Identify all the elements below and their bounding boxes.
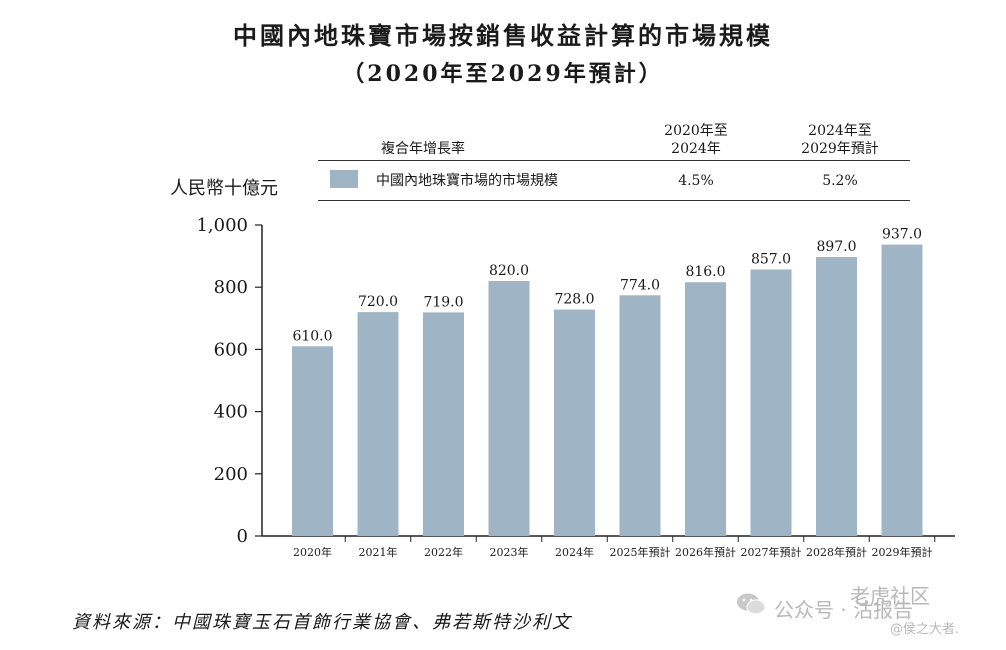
x-tick-label: 2028年預計: [806, 545, 867, 559]
bar-value-label: 720.0: [358, 294, 398, 310]
y-tick-label: 1,000: [196, 215, 248, 236]
x-tick-label: 2021年: [359, 545, 398, 559]
x-tick-label: 2025年預計: [610, 545, 671, 559]
watermark: 公众号 · 沽报告 老虎社区 @侯之大者.: [732, 580, 1002, 642]
cagr-header: 複合年增長率: [381, 141, 465, 157]
bar: [685, 282, 726, 536]
cagr-col1-header-line1: 2020年至: [664, 123, 728, 139]
watermark-sub-text: @侯之大者.: [890, 622, 960, 637]
bar: [357, 312, 399, 536]
y-tick-label: 600: [214, 339, 248, 360]
bar-value-label: 897.0: [816, 239, 856, 255]
watermark-side-text: 老虎社区: [850, 584, 930, 608]
bar: [619, 295, 661, 536]
bar-value-label: 774.0: [620, 277, 660, 293]
cagr-col2-value: 5.2%: [822, 173, 858, 189]
source-note: 資料來源：中國珠寶玉石首飾行業協會、弗若斯特沙利文: [72, 612, 572, 633]
bar-value-label: 857.0: [751, 251, 791, 267]
x-tick-label: 2029年預計: [872, 545, 933, 559]
bar: [423, 312, 464, 536]
y-tick-label: 0: [237, 526, 248, 547]
bar-value-label: 728.0: [554, 292, 594, 308]
bar: [816, 257, 857, 536]
legend-table-divider: [318, 160, 910, 161]
cagr-col2-header: 2024年至 2029年預計: [780, 122, 900, 158]
chart-title: 中國內地珠寶市場按銷售收益計算的市場規模: [233, 21, 773, 50]
x-tick-label: 2023年: [490, 545, 529, 559]
legend-table: 複合年增長率 2020年至 2024年 2024年至 2029年預計 中國內地珠…: [318, 118, 910, 202]
watermark-text: 公众号 · 沽报告: [774, 598, 914, 622]
y-tick-label: 800: [214, 277, 248, 298]
bar: [554, 309, 595, 536]
bar-value-label: 719.0: [423, 294, 463, 310]
y-tick-label: 200: [214, 464, 248, 485]
bar: [750, 269, 792, 536]
x-tick-label: 2022年: [424, 545, 463, 559]
x-tick-label: 2020年: [293, 545, 332, 559]
bar-value-label: 937.0: [882, 227, 922, 243]
bar-value-label: 610.0: [292, 328, 332, 344]
cagr-col1-value: 4.5%: [678, 173, 714, 189]
y-axis-unit-label: 人民幣十億元: [170, 178, 278, 199]
cagr-col2-header-line2: 2029年預計: [801, 141, 879, 157]
chart-subtitle: （2020年至2029年預計）: [342, 61, 664, 87]
legend-swatch: [330, 170, 358, 188]
bar-value-label: 820.0: [489, 263, 529, 279]
x-tick-label: 2024年: [555, 545, 594, 559]
x-tick-label: 2027年預計: [741, 545, 802, 559]
legend-table-bottom-rule: [318, 200, 910, 201]
y-tick-label: 400: [214, 402, 248, 423]
bar: [881, 244, 923, 536]
cagr-col1-header-line2: 2024年: [671, 141, 721, 157]
bar-value-label: 816.0: [685, 264, 725, 280]
x-tick-label: 2026年預計: [675, 545, 736, 559]
bar: [292, 346, 333, 536]
legend-series-label: 中國內地珠寶市場的市場規模: [376, 173, 558, 189]
cagr-col1-header: 2020年至 2024年: [636, 122, 756, 158]
cagr-col2-header-line1: 2024年至: [808, 123, 872, 139]
bar: [488, 280, 530, 536]
wechat-icon: [737, 593, 766, 615]
